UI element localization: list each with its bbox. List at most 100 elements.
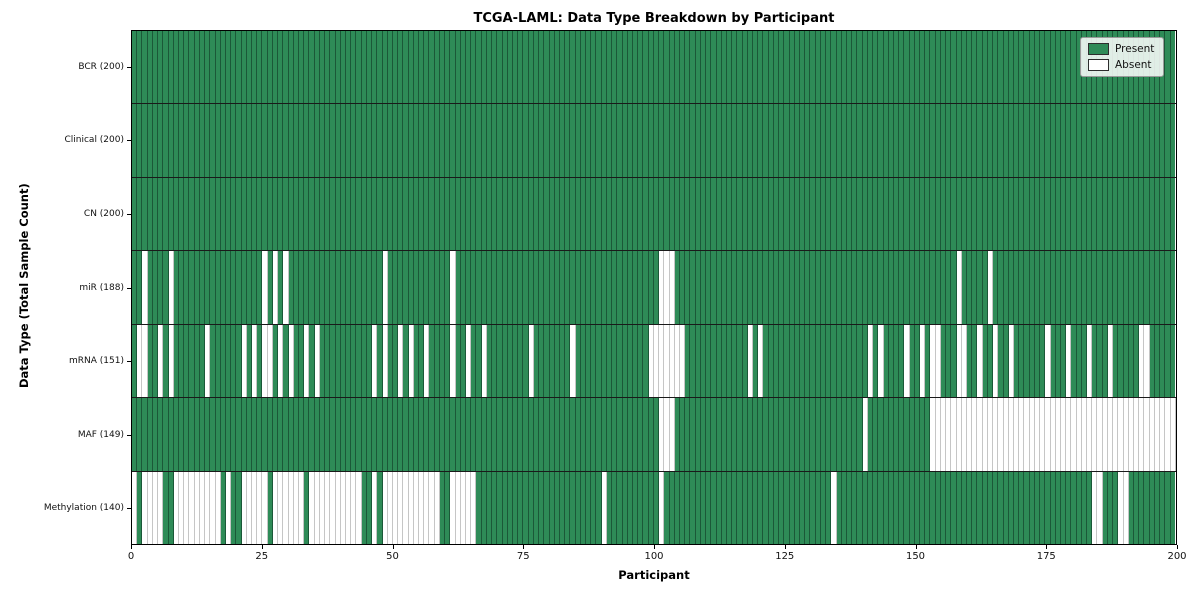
present-cell <box>664 177 670 251</box>
present-cell <box>168 31 174 104</box>
present-cell <box>810 104 816 177</box>
present-cell <box>695 398 701 471</box>
present-cell <box>528 471 534 544</box>
present-cell <box>544 177 550 251</box>
y-tick-mark <box>127 287 131 289</box>
present-cell <box>178 31 185 104</box>
present-cell <box>554 31 560 104</box>
present-cell <box>669 177 675 251</box>
present-cell <box>1019 324 1025 398</box>
present-cell <box>857 177 863 251</box>
present-cell <box>909 177 915 251</box>
present-cell <box>398 31 404 104</box>
present-cell <box>424 104 430 177</box>
present-cell <box>732 31 738 104</box>
present-cell <box>768 471 774 544</box>
absent-cell <box>205 324 211 398</box>
present-cell <box>486 177 493 251</box>
present-cell <box>857 251 863 324</box>
present-cell <box>147 177 153 251</box>
present-cell <box>1003 251 1009 324</box>
present-cell <box>596 324 602 398</box>
present-cell <box>533 31 540 104</box>
present-cell <box>606 324 613 398</box>
present-cell <box>236 251 242 324</box>
present-cell <box>612 324 618 398</box>
present-cell <box>1050 31 1056 104</box>
present-cell <box>1087 251 1093 324</box>
present-cell <box>486 398 493 471</box>
present-cell <box>445 398 451 471</box>
present-cell <box>570 31 576 104</box>
present-cell <box>737 398 743 471</box>
present-cell <box>586 251 592 324</box>
present-cell <box>1071 324 1077 398</box>
x-tick-mark <box>523 545 525 549</box>
present-cell <box>178 251 185 324</box>
present-cell <box>1113 471 1119 544</box>
absent-cell <box>178 471 185 544</box>
present-cell <box>1139 251 1145 324</box>
present-cell <box>325 104 331 177</box>
present-cell <box>1034 251 1041 324</box>
present-cell <box>199 104 206 177</box>
legend: Present Absent <box>1080 37 1165 77</box>
present-cell <box>820 398 827 471</box>
present-cell <box>674 104 680 177</box>
present-cell <box>533 104 540 177</box>
present-cell <box>920 104 926 177</box>
present-cell <box>993 471 999 544</box>
present-cell <box>773 471 780 544</box>
present-cell <box>278 251 284 324</box>
present-cell <box>956 177 962 251</box>
present-cell <box>873 471 879 544</box>
present-cell <box>925 398 931 471</box>
present-cell <box>554 104 560 177</box>
present-cell <box>382 398 388 471</box>
present-cell <box>852 104 858 177</box>
present-cell <box>1008 471 1014 544</box>
present-cell <box>528 251 534 324</box>
present-cell <box>800 324 806 398</box>
present-cell <box>920 471 926 544</box>
present-cell <box>163 324 169 398</box>
present-cell <box>361 471 367 544</box>
absent-cell <box>1055 398 1061 471</box>
present-cell <box>512 31 519 104</box>
present-cell <box>1040 104 1046 177</box>
absent-cell <box>403 471 409 544</box>
present-cell <box>231 471 237 544</box>
present-cell <box>1050 471 1056 544</box>
present-cell <box>549 251 555 324</box>
present-cell <box>210 324 216 398</box>
present-cell <box>679 471 686 544</box>
absent-cell <box>241 471 247 544</box>
present-cell <box>695 177 701 251</box>
present-cell <box>533 471 540 544</box>
present-cell <box>987 177 994 251</box>
present-cell <box>314 177 320 251</box>
present-cell <box>507 31 513 104</box>
present-cell <box>852 177 858 251</box>
present-cell <box>351 31 357 104</box>
x-tick-label: 0 <box>127 551 135 562</box>
present-cell <box>1050 324 1056 398</box>
present-cell <box>413 251 420 324</box>
present-cell <box>220 104 226 177</box>
present-cell <box>747 251 754 324</box>
heatmap-row <box>132 31 1176 104</box>
absent-cell <box>1029 398 1035 471</box>
present-cell <box>387 31 393 104</box>
present-cell <box>674 471 680 544</box>
present-cell <box>471 31 477 104</box>
present-cell <box>867 177 874 251</box>
present-cell <box>993 104 999 177</box>
present-cell <box>773 31 780 104</box>
present-cell <box>967 177 973 251</box>
present-cell <box>507 324 513 398</box>
absent-cell <box>1076 398 1082 471</box>
absent-cell <box>1087 324 1093 398</box>
absent-cell <box>455 471 461 544</box>
present-cell <box>633 471 639 544</box>
present-cell <box>325 251 331 324</box>
